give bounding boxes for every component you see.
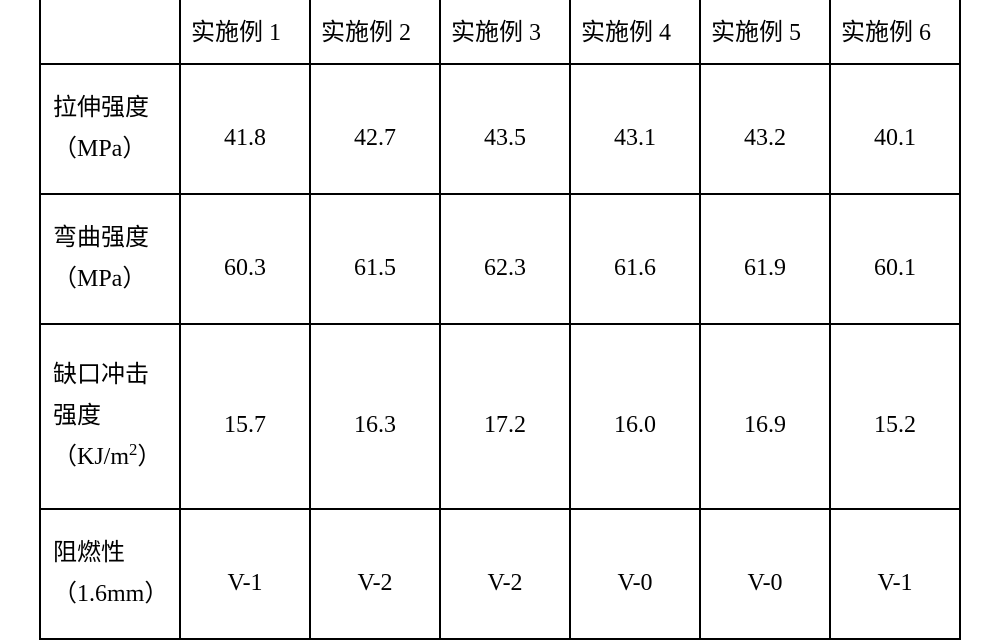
flame-value-5: V-0 (747, 570, 782, 597)
tensile-value-3: 43.5 (484, 125, 526, 152)
flame-cell-4: V-0 (570, 509, 700, 639)
flexural-cell-1: 60.3 (180, 194, 310, 324)
header-label-3: 实施例 3 (451, 12, 541, 47)
tensile-label-line2: （MPa） (53, 129, 146, 170)
flame-cell-3: V-2 (440, 509, 570, 639)
header-label-4: 实施例 4 (581, 12, 671, 47)
flame-value-6: V-1 (877, 570, 912, 597)
header-row: 实施例 1 实施例 2 实施例 3 实施例 4 实施例 5 实施例 6 (40, 0, 960, 64)
flame-value-3: V-2 (487, 570, 522, 597)
flexural-value-2: 61.5 (354, 255, 396, 282)
impact-cell-4: 16.0 (570, 324, 700, 509)
flame-value-4: V-0 (617, 570, 652, 597)
flame-cell-2: V-2 (310, 509, 440, 639)
tensile-value-6: 40.1 (874, 125, 916, 152)
impact-cell-6: 15.2 (830, 324, 960, 509)
impact-label-line2: 强度 (53, 396, 101, 437)
impact-value-5: 16.9 (744, 412, 786, 439)
tensile-cell-6: 40.1 (830, 64, 960, 194)
impact-label-cell: 缺口冲击 强度 （KJ/m2） (40, 324, 180, 509)
header-cell-3: 实施例 3 (440, 0, 570, 64)
flame-label-line2: （1.6mm） (53, 574, 168, 615)
header-cell-4: 实施例 4 (570, 0, 700, 64)
tensile-value-4: 43.1 (614, 125, 656, 152)
flame-cell-6: V-1 (830, 509, 960, 639)
impact-value-6: 15.2 (874, 412, 916, 439)
impact-value-3: 17.2 (484, 412, 526, 439)
flame-cell-5: V-0 (700, 509, 830, 639)
tensile-cell-3: 43.5 (440, 64, 570, 194)
flame-row: 阻燃性 （1.6mm） V-1 V-2 V-2 V-0 V-0 V-1 (40, 509, 960, 639)
tensile-row: 拉伸强度 （MPa） 41.8 42.7 43.5 43.1 43.2 40.1 (40, 64, 960, 194)
header-label-5: 实施例 5 (711, 12, 801, 47)
impact-value-2: 16.3 (354, 412, 396, 439)
flame-value-1: V-1 (227, 570, 262, 597)
tensile-label-line1: 拉伸强度 (53, 88, 149, 129)
tensile-cell-1: 41.8 (180, 64, 310, 194)
flame-label-cell: 阻燃性 （1.6mm） (40, 509, 180, 639)
tensile-value-5: 43.2 (744, 125, 786, 152)
tensile-label-cell: 拉伸强度 （MPa） (40, 64, 180, 194)
tensile-cell-2: 42.7 (310, 64, 440, 194)
impact-label-line3: （KJ/m2） (53, 436, 161, 478)
header-cell-5: 实施例 5 (700, 0, 830, 64)
flexural-label-line1: 弯曲强度 (53, 218, 149, 259)
impact-cell-5: 16.9 (700, 324, 830, 509)
flexural-value-5: 61.9 (744, 255, 786, 282)
flexural-label-cell: 弯曲强度 （MPa） (40, 194, 180, 324)
tensile-cell-5: 43.2 (700, 64, 830, 194)
header-cell-6: 实施例 6 (830, 0, 960, 64)
impact-value-1: 15.7 (224, 412, 266, 439)
flame-cell-1: V-1 (180, 509, 310, 639)
tensile-value-1: 41.8 (224, 125, 266, 152)
impact-row: 缺口冲击 强度 （KJ/m2） 15.7 16.3 17.2 16.0 16.9… (40, 324, 960, 509)
header-label-6: 实施例 6 (841, 12, 931, 47)
header-cell-2: 实施例 2 (310, 0, 440, 64)
header-label-1: 实施例 1 (191, 12, 281, 47)
flexural-cell-5: 61.9 (700, 194, 830, 324)
flexural-value-1: 60.3 (224, 255, 266, 282)
flexural-cell-6: 60.1 (830, 194, 960, 324)
tensile-value-2: 42.7 (354, 125, 396, 152)
impact-cell-2: 16.3 (310, 324, 440, 509)
impact-cell-3: 17.2 (440, 324, 570, 509)
data-table: 实施例 1 实施例 2 实施例 3 实施例 4 实施例 5 实施例 6 拉伸强度… (39, 0, 961, 640)
impact-value-4: 16.0 (614, 412, 656, 439)
tensile-cell-4: 43.1 (570, 64, 700, 194)
flexural-row: 弯曲强度 （MPa） 60.3 61.5 62.3 61.6 61.9 60.1 (40, 194, 960, 324)
flexural-cell-4: 61.6 (570, 194, 700, 324)
flexural-label-line2: （MPa） (53, 259, 146, 300)
flexural-value-6: 60.1 (874, 255, 916, 282)
flame-value-2: V-2 (357, 570, 392, 597)
flexural-cell-2: 61.5 (310, 194, 440, 324)
flexural-value-4: 61.6 (614, 255, 656, 282)
flexural-value-3: 62.3 (484, 255, 526, 282)
header-cell-1: 实施例 1 (180, 0, 310, 64)
impact-cell-1: 15.7 (180, 324, 310, 509)
flexural-cell-3: 62.3 (440, 194, 570, 324)
header-empty-cell (40, 0, 180, 64)
header-label-2: 实施例 2 (321, 12, 411, 47)
impact-label-line1: 缺口冲击 (53, 355, 149, 396)
flame-label-line1: 阻燃性 (53, 533, 125, 574)
